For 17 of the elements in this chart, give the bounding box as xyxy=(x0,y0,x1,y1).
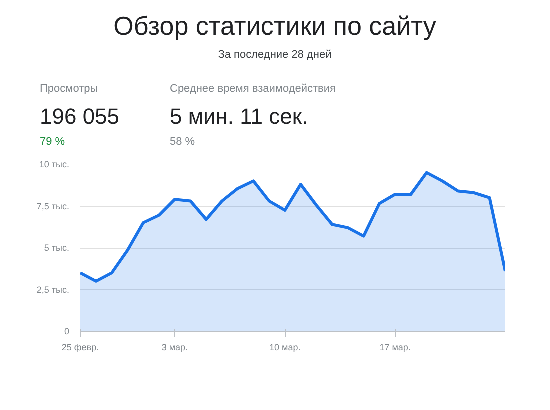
text: 196 055 xyxy=(40,102,120,131)
text: Среднее время взаимодействия xyxy=(170,82,336,97)
text: Просмотры xyxy=(40,82,100,97)
text: 5 мин. 11 сек. xyxy=(170,102,310,131)
chart-title: Обзор статистики по сайту xyxy=(112,10,438,43)
x-tick-label: 3 мар. xyxy=(162,342,188,352)
x-tick-label: 25 февр. xyxy=(62,342,100,352)
y-tick-label: 5 тыс. xyxy=(44,243,70,253)
y-tick-label: 0 xyxy=(64,326,70,336)
y-tick-label: 2,5 тыс. xyxy=(36,284,70,295)
chart-subtitle: За последние 28 дней xyxy=(217,48,333,63)
text: 79 % xyxy=(40,135,66,150)
x-tick-label: 17 мар. xyxy=(380,342,411,352)
x-tick-label: 10 мар. xyxy=(270,342,301,352)
y-tick-label: 10 тыс. xyxy=(39,160,70,170)
y-tick-label: 7,5 тыс. xyxy=(36,201,70,212)
text: 58 % xyxy=(170,135,196,150)
